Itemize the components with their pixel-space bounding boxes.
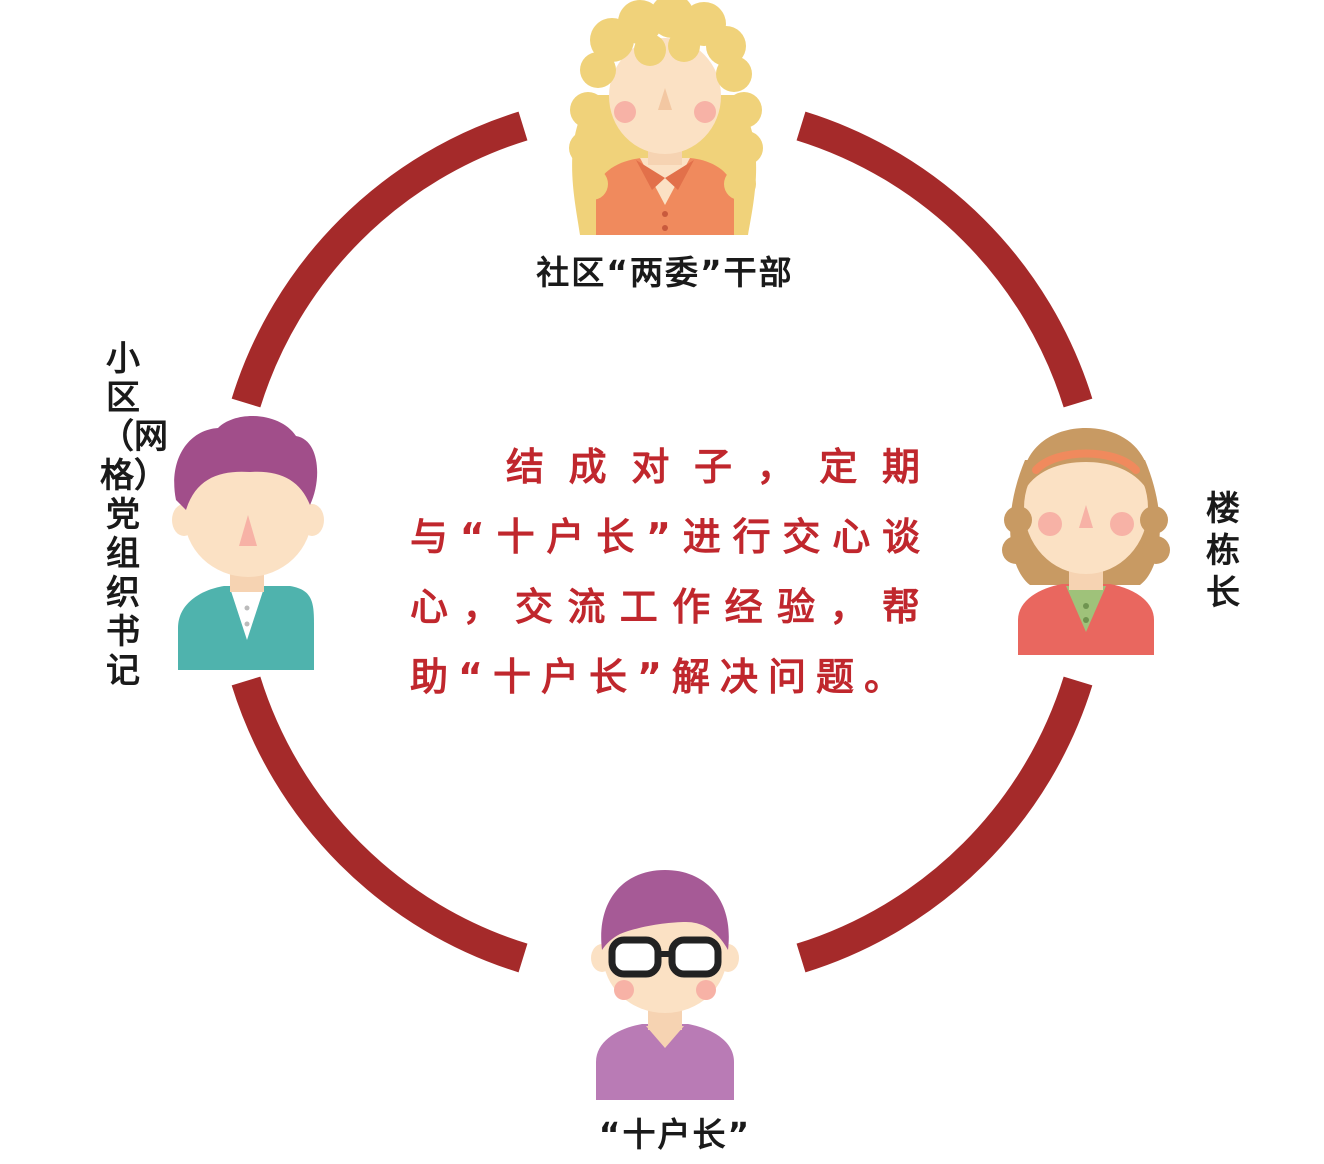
node-label-right: 楼栋长 bbox=[1206, 489, 1240, 613]
ring-arc-left-top bbox=[231, 111, 528, 408]
woman-headband-avatar-icon bbox=[1002, 428, 1170, 655]
ring-arc-bottom-left bbox=[231, 676, 528, 973]
ring-arc-right-bottom bbox=[796, 676, 1093, 973]
cycle-ring bbox=[231, 111, 1093, 973]
node-label-bottom: “十户长” bbox=[598, 1115, 752, 1154]
ring-arc-top-right bbox=[796, 111, 1093, 408]
woman-curly-blonde-avatar-icon bbox=[569, 0, 763, 235]
node-label-left: 小区（网格）党组织书记 bbox=[100, 339, 168, 691]
node-label-top: 社区“两委”干部 bbox=[536, 253, 794, 292]
man-purple-hair-avatar-icon bbox=[172, 416, 324, 670]
person-glasses-avatar-icon bbox=[591, 870, 739, 1100]
center-description: 结成对子，定期与“十户长”进行交心谈心，交流工作经验，帮助“十户长”解决问题。 bbox=[410, 445, 930, 699]
